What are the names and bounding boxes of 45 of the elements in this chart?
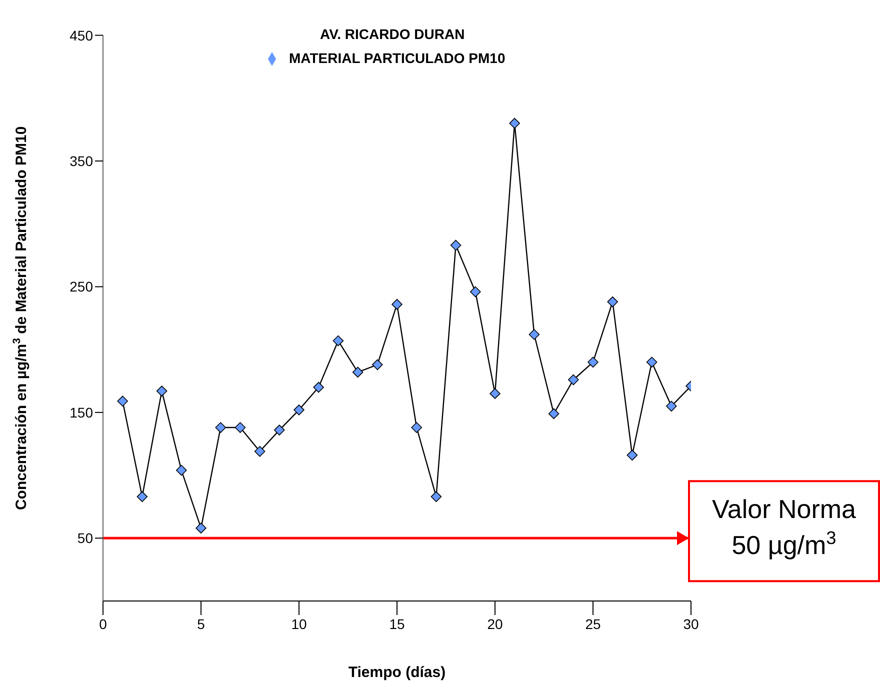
point	[117, 396, 128, 407]
point	[274, 424, 285, 436]
y-tick-label: 450	[70, 27, 94, 44]
point	[509, 118, 520, 129]
ref-line-label: Valor Norma 50 µg/m$^{3}$	[712, 494, 857, 560]
chart-title: AV. RICARDO DURAN	[320, 26, 465, 42]
point	[176, 464, 187, 476]
point	[372, 359, 383, 370]
point	[313, 382, 324, 393]
y-tick-label: 350	[70, 152, 94, 169]
x-tick-label: 25	[585, 616, 601, 632]
y-tick-label: 150	[70, 404, 94, 420]
point	[196, 522, 206, 534]
y-tick-label: 250	[70, 278, 94, 295]
x-tick-label: 5	[197, 616, 206, 632]
point	[136, 491, 148, 502]
legend-label: MATERIAL PARTICULADO PM10	[289, 50, 506, 66]
point	[392, 298, 402, 310]
point	[215, 422, 226, 433]
point	[156, 386, 168, 396]
point	[254, 446, 266, 457]
x-tick-label: 15	[389, 616, 405, 632]
x-axis-title: Tiempo (días)	[348, 664, 446, 681]
point	[607, 296, 618, 308]
y-tick-label: 50	[77, 530, 94, 546]
point	[234, 422, 246, 433]
point	[646, 356, 658, 368]
point	[490, 388, 500, 399]
point	[411, 422, 422, 433]
point	[294, 404, 304, 416]
point	[588, 356, 598, 368]
point	[352, 366, 364, 378]
x-tick-label: 30	[683, 616, 699, 632]
point	[450, 240, 462, 251]
point	[626, 450, 638, 461]
point	[548, 408, 560, 420]
point	[568, 374, 579, 386]
x-tick-label: 20	[487, 616, 503, 632]
point	[528, 329, 540, 340]
point	[666, 400, 677, 412]
point	[430, 491, 442, 502]
point	[332, 335, 344, 346]
x-tick-label: 0	[99, 616, 108, 632]
x-tick-label: 10	[291, 616, 307, 632]
point	[470, 286, 481, 298]
